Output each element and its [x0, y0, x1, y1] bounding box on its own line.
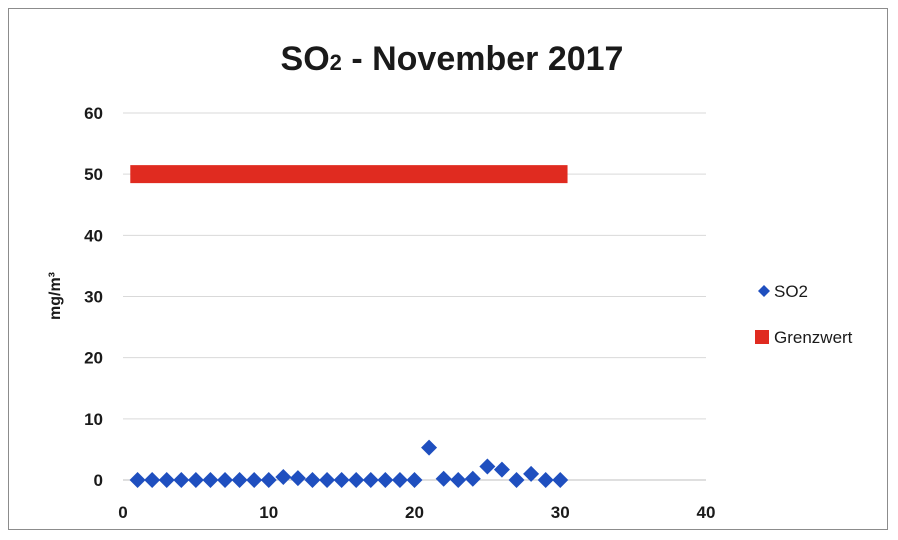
y-tick-label: 0	[94, 471, 103, 490]
legend-item-grenzwert: Grenzwert	[755, 328, 853, 347]
so2-data-point	[246, 472, 263, 488]
gridlines	[123, 112, 706, 420]
so2-data-point	[173, 472, 190, 488]
so2-data-point	[508, 472, 525, 488]
so2-data-point	[304, 472, 321, 488]
so2-data-point	[391, 472, 408, 488]
so2-data-point	[202, 472, 219, 488]
so2-data-point	[537, 472, 554, 488]
so2-data-point	[289, 470, 306, 487]
so2-data-point	[144, 472, 161, 488]
legend: SO2 Grenzwert	[755, 282, 853, 347]
y-tick-labels: 0 10 20 30 40 50 60	[84, 104, 103, 490]
so2-data-point	[129, 472, 146, 488]
so2-data-point	[231, 472, 248, 488]
y-axis-label: mg/m³	[47, 272, 64, 320]
legend-label-grenzwert: Grenzwert	[774, 328, 853, 347]
so2-data-point	[406, 472, 423, 488]
so2-data-point	[348, 472, 365, 488]
y-tick-label: 10	[84, 410, 103, 429]
so2-data-point	[377, 472, 394, 488]
x-tick-labels: 0 10 20 30 40	[118, 503, 715, 522]
legend-label-so2: SO2	[774, 282, 808, 301]
so2-data-point	[464, 470, 481, 487]
x-tick-label: 40	[697, 503, 716, 522]
x-tick-label: 10	[259, 503, 278, 522]
x-tick-label: 20	[405, 503, 424, 522]
so2-data-point	[435, 470, 452, 487]
chart-frame	[8, 8, 888, 530]
legend-square-marker	[755, 330, 769, 344]
legend-item-so2: SO2	[758, 282, 808, 301]
y-tick-label: 60	[84, 104, 103, 123]
so2-data-point	[260, 472, 277, 488]
title-main: SO	[281, 40, 330, 78]
so2-data-point	[523, 465, 540, 482]
x-tick-label: 0	[118, 503, 127, 522]
so2-data-point	[421, 439, 438, 456]
x-tick-label: 30	[551, 503, 570, 522]
title-subscript: 2	[330, 50, 342, 75]
chart-title: SO2 - November 2017	[281, 40, 624, 78]
so2-data-point	[217, 472, 234, 488]
so2-data-point	[479, 458, 496, 475]
so2-data-point	[158, 472, 175, 488]
so2-data-point	[552, 472, 569, 488]
plot-series	[129, 165, 569, 488]
so2-data-point	[362, 472, 379, 488]
so2-data-point	[493, 461, 510, 478]
legend-diamond-marker	[758, 285, 770, 297]
y-tick-label: 30	[84, 288, 103, 307]
so2-data-point	[275, 468, 292, 485]
so2-data-point	[450, 472, 467, 488]
so2-data-point	[333, 472, 350, 488]
y-tick-label: 40	[84, 226, 103, 245]
title-rest: - November 2017	[342, 40, 624, 78]
so2-data-point	[319, 472, 336, 488]
y-tick-label: 50	[84, 165, 103, 184]
y-tick-label: 20	[84, 349, 103, 368]
so2-data-point	[187, 472, 204, 488]
